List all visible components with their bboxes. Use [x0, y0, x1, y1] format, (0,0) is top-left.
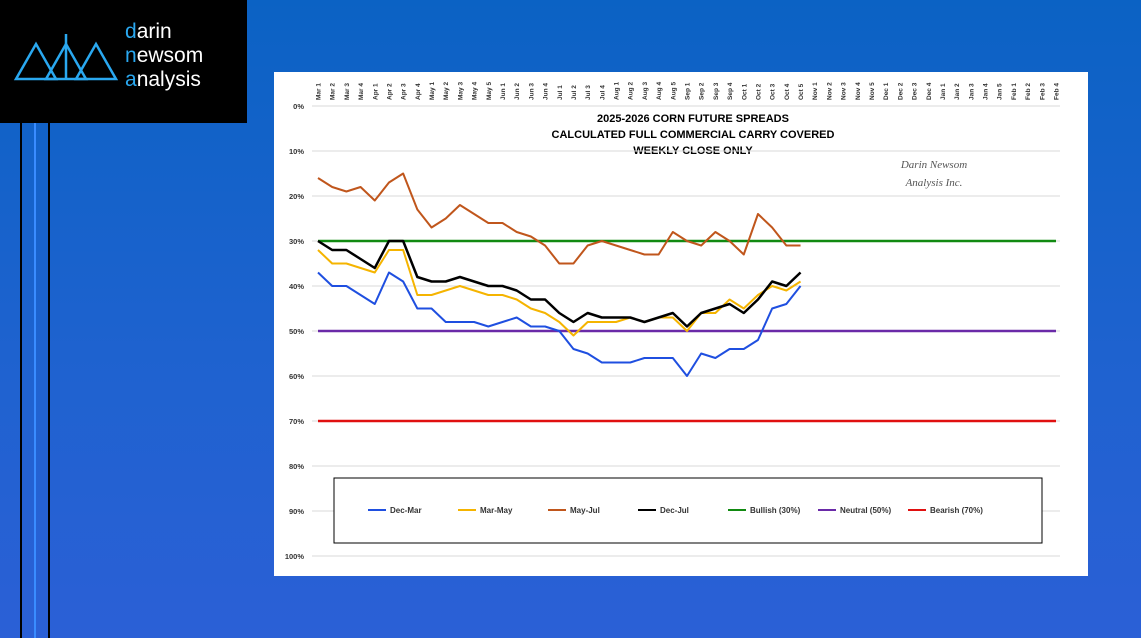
x-tick-label: Nov 3	[841, 82, 848, 100]
legend-label: Neutral (50%)	[840, 506, 891, 515]
x-tick-label: Sep 3	[713, 82, 720, 100]
legend-label: Mar-May	[480, 506, 513, 515]
x-tick-label: Apr 4	[415, 83, 422, 100]
x-tick-label: Mar 4	[358, 83, 365, 100]
y-tick-label: 20%	[289, 192, 304, 201]
x-tick-label: Jun 4	[543, 83, 550, 100]
x-tick-label: Dec 2	[897, 82, 904, 100]
x-tick-label: Jan 2	[954, 83, 961, 100]
x-tick-label: Oct 4	[784, 83, 791, 100]
x-tick-label: Dec 3	[912, 82, 919, 100]
x-tick-label: Apr 1	[372, 83, 379, 100]
y-tick-label: 0%	[293, 102, 304, 111]
x-tick-label: Jul 3	[585, 85, 592, 100]
series-line	[317, 239, 802, 328]
y-tick-label: 60%	[289, 372, 304, 381]
x-tick-label: Jun 3	[528, 83, 535, 100]
divider	[20, 123, 22, 638]
x-tick-label: Dec 4	[926, 82, 933, 100]
x-tick-label: Jan 5	[997, 83, 1004, 100]
x-tick-label: Jun 1	[500, 83, 507, 100]
y-tick-label: 100%	[285, 552, 305, 561]
x-tick-label: Jun 2	[514, 83, 521, 100]
x-tick-label: May 5	[486, 82, 493, 100]
x-tick-label: Jul 4	[599, 85, 606, 100]
x-tick-label: Jan 4	[983, 83, 990, 100]
logo-word: analysis	[125, 68, 201, 91]
series-line	[317, 249, 802, 337]
x-tick-label: Jan 3	[968, 83, 975, 100]
legend-label: Bearish (70%)	[930, 506, 983, 515]
y-tick-label: 50%	[289, 327, 304, 336]
legend-label: May-Jul	[570, 506, 600, 515]
y-tick-label: 80%	[289, 462, 304, 471]
x-tick-label: Nov 1	[812, 82, 819, 100]
x-tick-label: May 4	[472, 82, 479, 100]
y-tick-label: 40%	[289, 282, 304, 291]
annotation: Darin Newsom	[900, 159, 967, 171]
legend-label: Bullish (30%)	[750, 506, 801, 515]
annotation: Analysis Inc.	[905, 177, 963, 189]
x-tick-label: Jul 1	[557, 85, 564, 100]
x-tick-label: Mar 2	[330, 83, 337, 100]
x-tick-label: Aug 3	[642, 82, 649, 100]
x-tick-label: Feb 4	[1054, 83, 1061, 100]
x-tick-label: Feb 1	[1011, 83, 1018, 100]
x-tick-label: Sep 2	[699, 82, 706, 100]
series-line	[317, 172, 801, 265]
x-tick-label: Apr 3	[401, 83, 408, 100]
x-tick-label: Apr 2	[386, 83, 393, 100]
x-tick-label: Oct 2	[755, 83, 762, 100]
logo: darin newsom analysis	[0, 0, 247, 123]
x-tick-label: May 3	[457, 82, 464, 100]
y-tick-label: 90%	[289, 507, 304, 516]
x-tick-label: Sep 4	[727, 82, 734, 100]
x-tick-label: Mar 3	[344, 83, 351, 100]
x-tick-label: Feb 3	[1039, 83, 1046, 100]
x-tick-label: Sep 1	[685, 82, 692, 100]
x-tick-label: Jan 1	[940, 83, 947, 100]
legend-label: Dec-Jul	[660, 506, 689, 515]
legend-label: Dec-Mar	[390, 506, 422, 515]
x-tick-label: Aug 5	[670, 82, 677, 100]
x-tick-label: Nov 4	[855, 82, 862, 100]
divider	[34, 123, 36, 638]
y-tick-label: 10%	[289, 147, 304, 156]
x-tick-label: Aug 1	[614, 82, 621, 100]
logo-text: darin newsom analysis	[125, 20, 203, 92]
logo-word: newsom	[125, 44, 204, 67]
x-tick-label: Feb 2	[1025, 83, 1032, 100]
series-line	[317, 271, 802, 377]
chart-panel: 2025-2026 CORN FUTURE SPREADS CALCULATED…	[274, 72, 1088, 576]
x-tick-label: Oct 1	[741, 83, 748, 100]
y-tick-label: 70%	[289, 417, 304, 426]
x-tick-label: Nov 5	[869, 82, 876, 100]
logo-word: darin	[125, 20, 172, 43]
x-tick-label: May 1	[429, 82, 436, 100]
x-tick-label: Oct 3	[770, 83, 777, 100]
divider	[48, 123, 50, 638]
x-tick-label: Aug 4	[656, 82, 663, 100]
x-tick-label: Oct 5	[798, 83, 805, 100]
chart-title: 2025-2026 CORN FUTURE SPREADS	[597, 113, 789, 125]
x-tick-label: Jul 2	[571, 85, 578, 100]
x-tick-label: Nov 2	[826, 82, 833, 100]
logo-icon	[13, 34, 119, 81]
x-tick-label: Dec 1	[883, 82, 890, 100]
x-tick-label: May 2	[443, 82, 450, 100]
chart-title: CALCULATED FULL COMMERCIAL CARRY COVERED	[552, 129, 835, 141]
x-tick-label: Mar 1	[316, 83, 323, 100]
y-tick-label: 30%	[289, 237, 304, 246]
chart: 2025-2026 CORN FUTURE SPREADS CALCULATED…	[285, 82, 1061, 561]
x-tick-label: Aug 2	[628, 82, 635, 100]
